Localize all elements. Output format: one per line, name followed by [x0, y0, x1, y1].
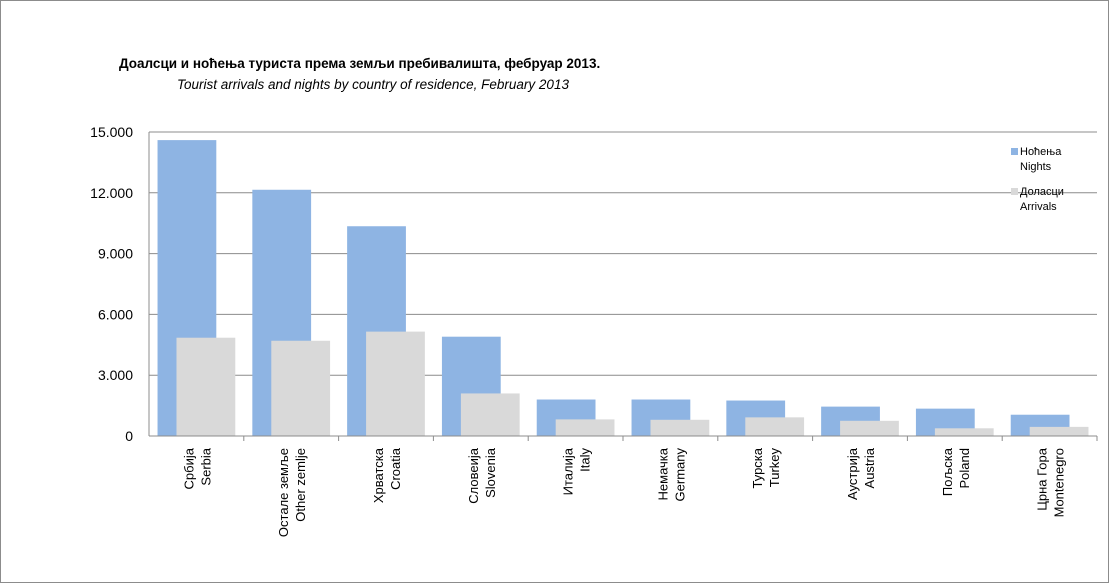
bar-arrivals — [840, 420, 899, 436]
bar-arrivals — [460, 393, 520, 436]
bar-arrivals — [271, 340, 331, 436]
x-tick-label: Хрватска — [371, 447, 386, 503]
x-tick-label: Serbia — [198, 447, 213, 485]
x-tick-label: Остале земље — [276, 448, 291, 537]
x-tick-label: Slovenia — [483, 447, 498, 498]
x-tick-label: Црна Гора — [1035, 447, 1050, 510]
x-tick-label: Турска — [750, 447, 765, 488]
legend-swatch — [1011, 188, 1018, 195]
x-tick-label: Germany — [672, 448, 687, 502]
legend-label: Arrivals — [1020, 201, 1057, 213]
bar-arrivals — [934, 428, 994, 436]
x-tick-label: Poland — [957, 448, 972, 488]
x-tick-label: Словеија — [466, 447, 481, 503]
x-tick-label: Montenegro — [1052, 448, 1067, 517]
bar-arrivals — [650, 419, 710, 436]
x-tick-label: Croatia — [388, 447, 403, 490]
x-tick-label: Italy — [578, 448, 593, 472]
x-tick-label: Немачка — [655, 447, 670, 500]
chart-subtitle: Tourist arrivals and nights by country o… — [177, 77, 569, 92]
y-tick-label: 12.000 — [90, 185, 133, 201]
y-tick-label: 9.000 — [98, 246, 133, 262]
bar-arrivals — [1029, 426, 1089, 436]
chart-title: Доалсци и ноћења туриста према земљи пре… — [119, 56, 601, 71]
legend-label: Доласци — [1020, 186, 1064, 198]
x-tick-label: Аустрија — [845, 447, 860, 500]
bar-arrivals — [555, 419, 615, 436]
bar-arrivals — [745, 417, 805, 436]
y-tick-label: 0 — [125, 428, 133, 444]
x-tick-label: Италија — [561, 447, 576, 495]
y-tick-label: 15.000 — [90, 124, 133, 140]
legend-label: Nights — [1020, 161, 1052, 173]
y-tick-label: 6.000 — [98, 306, 133, 322]
bar-arrivals — [176, 337, 236, 436]
y-tick-label: 3.000 — [98, 367, 133, 383]
x-tick-label: Пољска — [940, 447, 955, 496]
x-tick-label: Other zemlje — [293, 448, 308, 522]
x-tick-label: Austria — [862, 447, 877, 488]
bar-arrivals — [366, 331, 425, 436]
legend-label: Ноћења — [1020, 146, 1062, 158]
x-tick-label: Србија — [181, 447, 196, 489]
legend-swatch — [1011, 148, 1018, 155]
x-tick-label: Turkey — [767, 448, 782, 488]
